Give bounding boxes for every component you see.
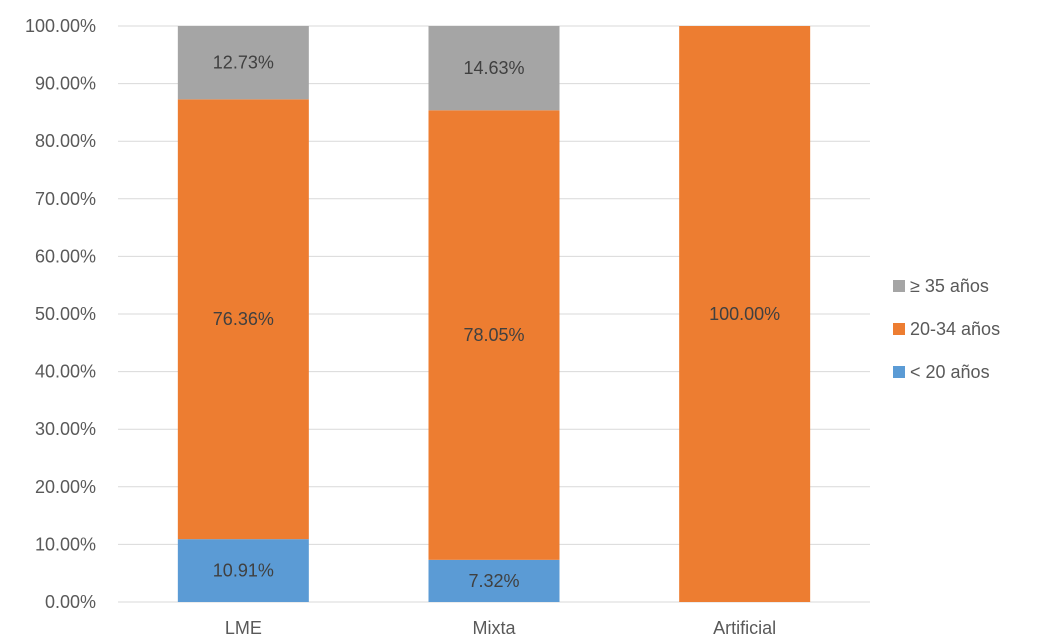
y-tick-label: 60.00% (35, 246, 96, 266)
legend-entry: ≥ 35 años (910, 276, 989, 296)
y-tick-label: 90.00% (35, 74, 96, 94)
y-tick-label: 40.00% (35, 362, 96, 382)
bars (177, 26, 811, 602)
bar-segment (177, 99, 309, 540)
legend-swatch (893, 280, 905, 292)
data-label: 7.32% (468, 571, 519, 591)
x-tick-label: LME (225, 618, 262, 638)
data-label: 78.05% (463, 325, 524, 345)
bar-segment (679, 26, 811, 602)
x-tick-label: Artificial (713, 618, 776, 638)
bar-segment (177, 539, 309, 602)
y-tick-label: 50.00% (35, 304, 96, 324)
data-label: 100.00% (709, 304, 780, 324)
y-tick-label: 30.00% (35, 419, 96, 439)
x-axis: LME Mixta Artificial (225, 618, 776, 638)
y-tick-label: 20.00% (35, 477, 96, 497)
y-tick-label: 100.00% (25, 16, 96, 36)
legend-swatch (893, 323, 905, 335)
legend: ≥ 35 años 20-34 años < 20 años (893, 276, 1000, 382)
data-labels: 10.91% 76.36% 12.73% 7.32% 78.05% 14.63% 100.0… (213, 53, 780, 591)
bar-segment (428, 110, 560, 560)
legend-swatch (893, 366, 905, 378)
x-tick-label: Mixta (472, 618, 516, 638)
data-label: 12.73% (213, 53, 274, 73)
data-label: 10.91% (213, 561, 274, 581)
bar-segment (428, 559, 560, 602)
y-tick-label: 70.00% (35, 189, 96, 209)
y-tick-label: 80.00% (35, 131, 96, 151)
bar-segment (428, 26, 560, 111)
y-axis: 0.00% 10.00% 20.00% 30.00% 40.00% 50.00% 60.00… (25, 16, 96, 612)
y-tick-label: 10.00% (35, 534, 96, 554)
data-label: 14.63% (463, 58, 524, 78)
y-tick-label: 0.00% (45, 592, 96, 612)
bar-segment (177, 26, 309, 100)
legend-entry: < 20 años (910, 362, 990, 382)
legend-entry: 20-34 años (910, 319, 1000, 339)
data-label: 76.36% (213, 309, 274, 329)
